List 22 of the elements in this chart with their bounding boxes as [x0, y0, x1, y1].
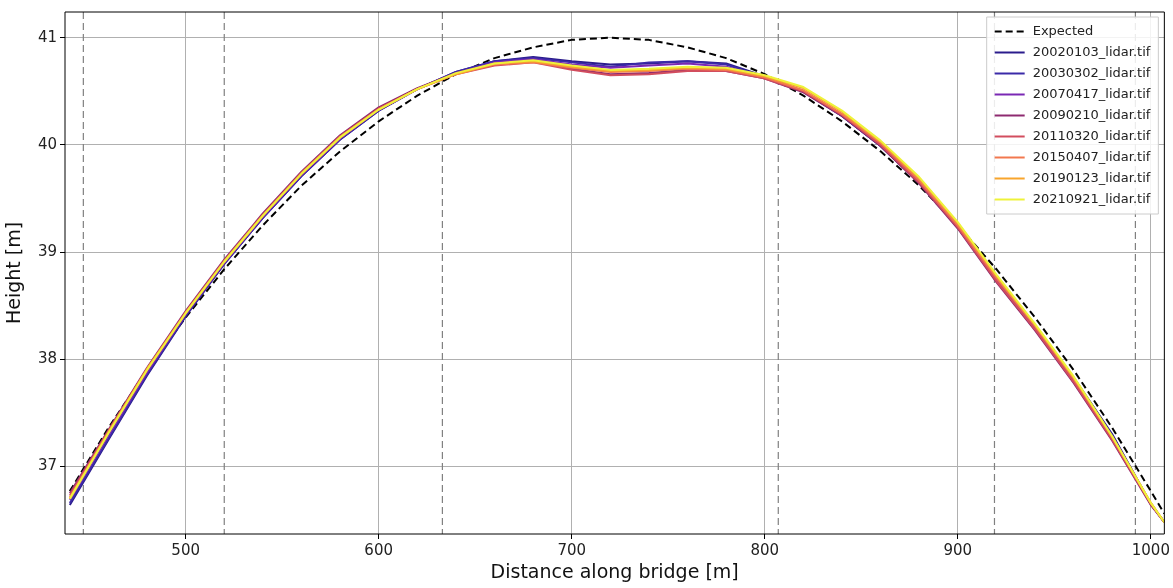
legend-label: Expected: [1032, 22, 1094, 38]
x-tick-label: 900: [943, 540, 973, 559]
y-axis-title: Height [m]: [2, 221, 25, 325]
legend-label: 20150407_lidar.tif: [1032, 148, 1151, 164]
y-tick-label: 40: [37, 134, 57, 153]
legend-label: 20070417_lidar.tif: [1032, 85, 1151, 101]
legend-label: 20190123_lidar.tif: [1032, 169, 1151, 185]
x-tick-label: 1000: [1131, 540, 1170, 559]
legend-label: 20210921_lidar.tif: [1032, 190, 1151, 206]
y-tick-label: 37: [37, 456, 57, 475]
y-tick-label: 38: [37, 349, 57, 368]
legend-label: 20020103_lidar.tif: [1032, 43, 1151, 59]
y-tick-label: 39: [37, 241, 57, 260]
legend-label: 20110320_lidar.tif: [1032, 127, 1151, 143]
x-tick-label: 800: [750, 540, 780, 559]
x-tick-label: 500: [171, 540, 200, 559]
legend-label: 20030302_lidar.tif: [1032, 64, 1151, 80]
x-tick-label: 600: [364, 540, 394, 559]
y-tick-label: 41: [37, 27, 57, 46]
x-tick-label: 700: [557, 540, 587, 559]
legend-label: 20090210_lidar.tif: [1032, 106, 1151, 122]
x-axis-title: Distance along bridge [m]: [490, 559, 739, 582]
